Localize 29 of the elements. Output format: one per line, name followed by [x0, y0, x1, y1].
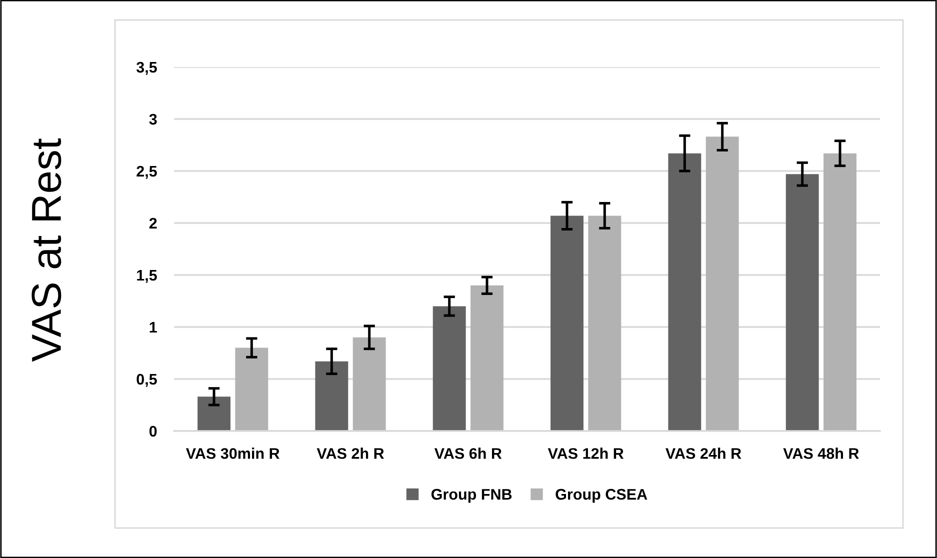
bar [352, 337, 386, 431]
bar [824, 153, 856, 431]
x-tick-label: VAS 2h R [316, 448, 384, 459]
y-tick-label: 0,5 [136, 374, 157, 387]
y-tick-label: 0 [149, 426, 157, 437]
bar [315, 361, 348, 431]
x-tick-label: VAS 48h R [783, 448, 859, 459]
bar [706, 136, 739, 431]
legend-label: Group FNB [431, 488, 512, 503]
y-tick-label: 1,5 [137, 270, 157, 283]
bar [470, 285, 504, 431]
y-tick-label: 2 [149, 218, 157, 229]
x-tick-label: VAS 24h R [666, 448, 742, 459]
y-tick-label: 2,5 [136, 166, 157, 179]
bar [668, 153, 702, 431]
bar [588, 216, 622, 431]
bar [786, 174, 819, 431]
bar [198, 396, 230, 431]
x-tick-label: VAS 30min R [186, 448, 280, 459]
y-tick-label: 1 [150, 322, 157, 333]
bar [432, 306, 466, 431]
legend-label: Group CSEA [556, 488, 648, 503]
bar [235, 348, 268, 431]
x-tick-label: VAS 12h R [548, 448, 624, 459]
bar [550, 216, 584, 431]
y-axis-title: VAS at Rest [32, 138, 62, 362]
y-tick-label: 3 [149, 114, 157, 125]
x-tick-label: VAS 6h R [434, 448, 502, 459]
y-tick-label: 3,5 [136, 62, 157, 75]
